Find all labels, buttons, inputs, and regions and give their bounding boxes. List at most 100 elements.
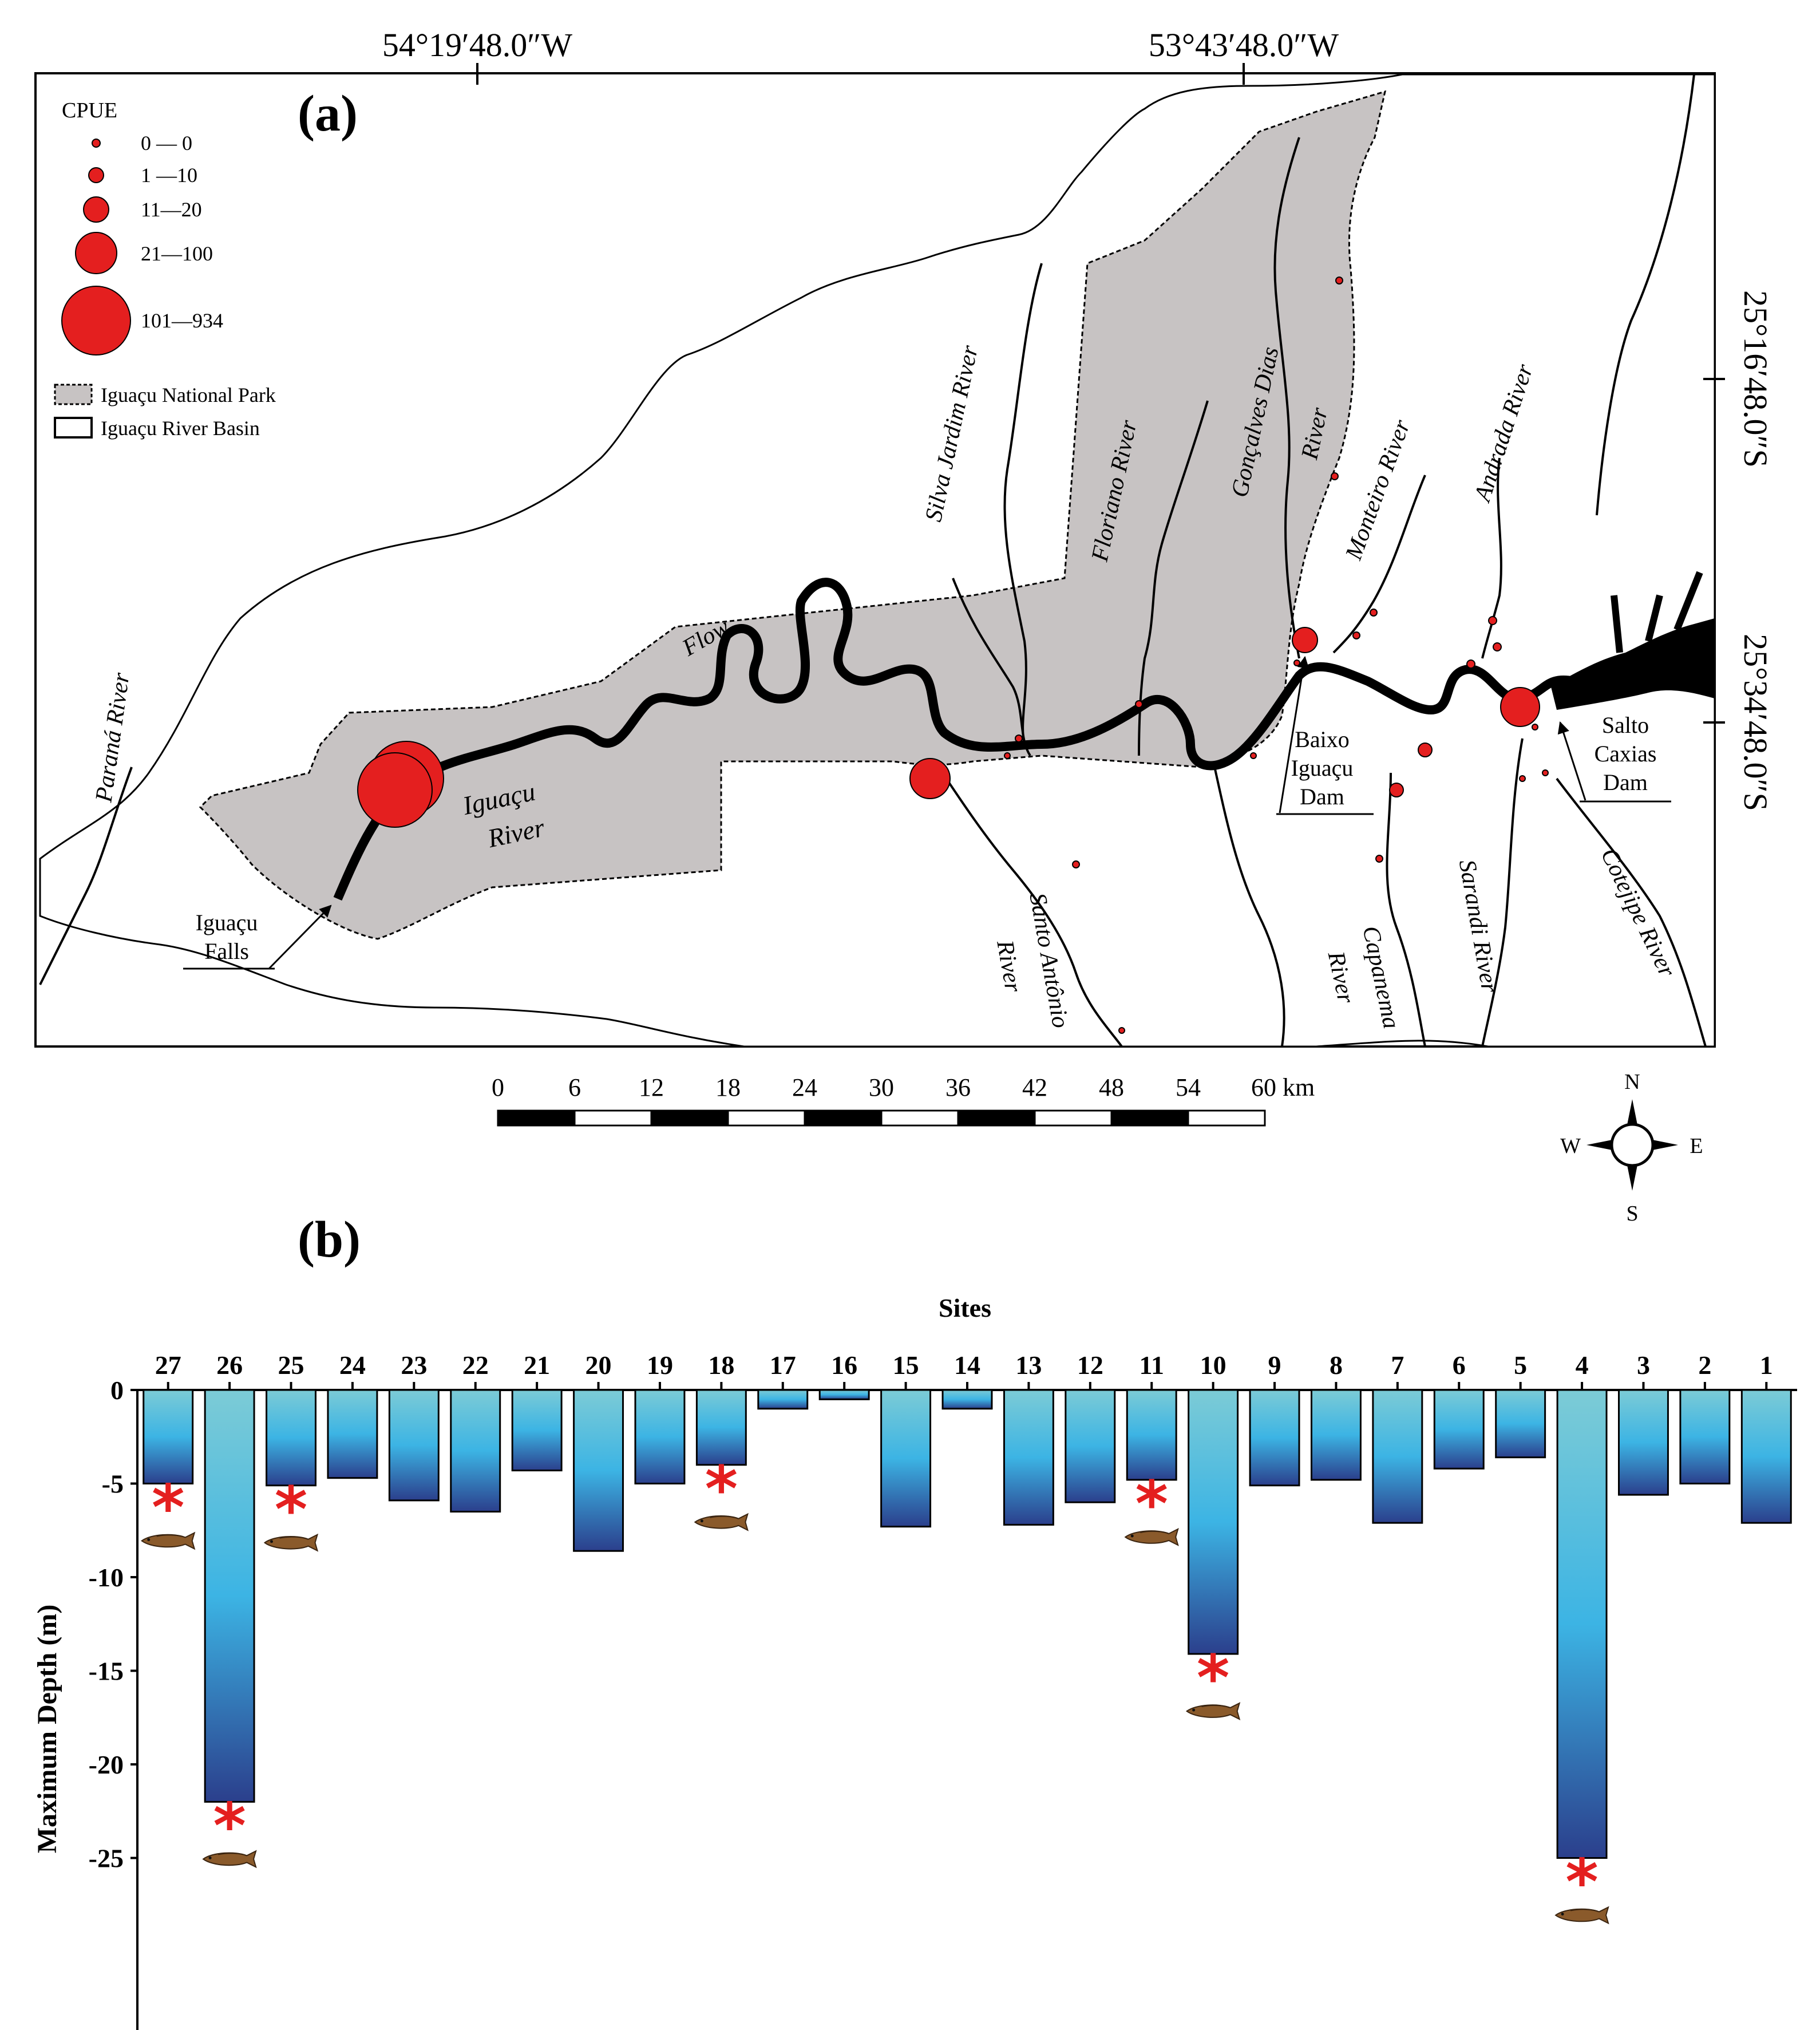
scale-label: 24 [792,1073,817,1101]
fish-icon [1186,1703,1240,1720]
significance-marker: * [1565,1846,1599,1919]
scale-segment [1034,1109,1113,1127]
significance-marker: * [1197,1641,1230,1715]
map-panel: 54°19′48.0″W 53°43′48.0″W 25°16′48.0″S 2… [34,26,1774,1226]
baixo-label-1: Baixo [1295,726,1350,752]
depth-bar [1003,1389,1054,1526]
x-tick-label: 8 [1330,1350,1343,1380]
legend-class: 0 — 0 [141,132,192,155]
y-tick-label: -20 [89,1750,124,1779]
fish-icon [1125,1528,1179,1546]
legend-basin: Iguaçu River Basin [101,417,260,440]
scale-segment [497,1109,576,1127]
x-tick-label: 12 [1077,1350,1103,1380]
scale-segment [727,1109,806,1127]
significance-marker: * [705,1452,738,1526]
sarandi-river-line [1481,738,1524,1047]
andrada-river-line [1481,457,1502,659]
x-tick-label: 11 [1139,1350,1164,1380]
compass-s: S [1626,1202,1638,1226]
depth-bar [450,1389,501,1513]
x-tick-label: 23 [401,1350,427,1380]
scale-label: 0 [492,1073,504,1101]
y-tick-label: -25 [89,1844,124,1873]
x-tick-label: 6 [1453,1350,1466,1380]
scale-segment [1110,1109,1189,1127]
x-tick-label: 4 [1576,1350,1589,1380]
panel-a-label: (a) [298,85,358,142]
falls-label-2: Falls [204,938,249,964]
depth-bar [1126,1389,1177,1481]
x-tick-label: 3 [1637,1350,1650,1380]
feature-labels: Iguaçu Falls Baixo Iguaçu Dam Salto Caxi… [183,655,1671,970]
depth-bar [695,1389,747,1466]
x-tick-label: 24 [339,1350,366,1380]
x-tick-label: 21 [524,1350,550,1380]
baixo-arrow [1279,655,1309,813]
silva-jardim-river-line [1003,263,1043,745]
cpue-site [1500,687,1540,727]
salto-label-1: Salto [1602,712,1649,738]
cpue-site [909,758,951,799]
depth-bar [573,1389,624,1552]
depth-bar [880,1389,932,1528]
x-tick-label: 19 [647,1350,673,1380]
depth-bar [266,1389,316,1487]
latitude-label-north: 25°16′48.0″S [1737,290,1774,468]
goncalves-dias-river-line [1273,137,1300,659]
scale-segment [1187,1109,1266,1127]
scale-label: 30 [869,1073,894,1101]
cotejipe-river-line [1556,777,1707,1047]
scale-label: 18 [715,1073,741,1101]
depth-bar [1065,1389,1116,1503]
depth-bar [1679,1389,1731,1484]
x-tick-label: 10 [1200,1350,1226,1380]
depth-bar [941,1389,993,1410]
baixo-label-3: Dam [1300,784,1344,809]
x-tick-label: 14 [954,1350,980,1380]
significance-marker: * [213,1789,246,1862]
depth-bar [1433,1389,1485,1470]
x-tick-label: 2 [1698,1350,1711,1380]
salto-arrow [1557,721,1586,801]
scale-label: 12 [639,1073,664,1101]
cpue-points [357,277,1549,1034]
depth-bar [1310,1389,1362,1481]
y-tick-label: -10 [89,1563,124,1592]
x-tick-label: 26 [216,1350,243,1380]
depth-bar [1372,1389,1423,1524]
scale-segment [650,1109,729,1127]
depth-bar [327,1389,378,1479]
salto-label-2: Caxias [1595,741,1657,767]
scale-label: 54 [1176,1073,1201,1101]
x-tick-label: 22 [462,1350,489,1380]
scale-segment [957,1109,1036,1127]
falls-label-1: Iguaçu [196,910,258,935]
significance-marker: * [1135,1467,1168,1541]
legend-symbol [61,286,131,356]
scale-label: 6 [568,1073,581,1101]
depth-bar [204,1389,255,1803]
depth-bar [1556,1389,1608,1859]
scale-segment [573,1109,652,1127]
scale-label: 60 km [1251,1073,1315,1101]
depth-bar [818,1389,870,1400]
depth-bar [143,1389,194,1484]
depth-bar [634,1389,686,1484]
legend-symbol [75,232,117,274]
graticule-ticks [476,63,1725,724]
y-tick-label: -15 [89,1657,124,1686]
scale-label: 36 [945,1073,971,1101]
x-tick-label: 13 [1015,1350,1042,1380]
fish-icon [1555,1906,1609,1924]
longitude-label-east: 53°43′48.0″W [1149,26,1339,64]
compass-e: E [1690,1134,1703,1158]
legend-class: 11—20 [141,198,202,221]
legend-symbol [92,139,101,148]
fish-icon [694,1513,749,1531]
scale-label: 42 [1022,1073,1047,1101]
iguacu-river-main [333,578,1575,901]
scale-bar: 0 6 12 18 24 30 36 42 48 54 60 km [492,1073,1315,1127]
depth-bar [1188,1389,1239,1655]
